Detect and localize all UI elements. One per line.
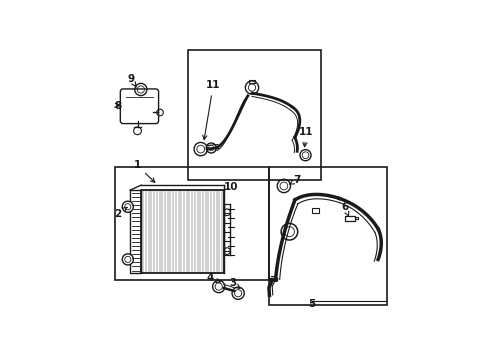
Bar — [269, 167, 386, 305]
Text: 3: 3 — [228, 278, 240, 288]
Text: 4: 4 — [206, 273, 220, 283]
Text: 9: 9 — [127, 74, 136, 87]
Bar — [248, 80, 255, 82]
Circle shape — [224, 248, 230, 255]
Bar — [115, 167, 268, 280]
Text: 1: 1 — [133, 160, 155, 183]
Bar — [141, 190, 224, 273]
Text: 11: 11 — [298, 127, 313, 147]
Text: 6: 6 — [341, 202, 348, 216]
Text: 8: 8 — [114, 100, 121, 111]
Bar — [130, 190, 141, 273]
Text: 11: 11 — [203, 80, 220, 140]
Text: 2: 2 — [114, 207, 127, 219]
Circle shape — [122, 254, 133, 265]
Circle shape — [224, 209, 230, 216]
Text: 7: 7 — [289, 175, 300, 185]
Bar — [311, 208, 319, 213]
Circle shape — [122, 201, 133, 212]
Text: 5: 5 — [307, 299, 315, 309]
Bar — [344, 216, 354, 221]
Text: 10: 10 — [224, 181, 238, 192]
Bar — [188, 50, 321, 180]
Bar — [354, 217, 358, 220]
